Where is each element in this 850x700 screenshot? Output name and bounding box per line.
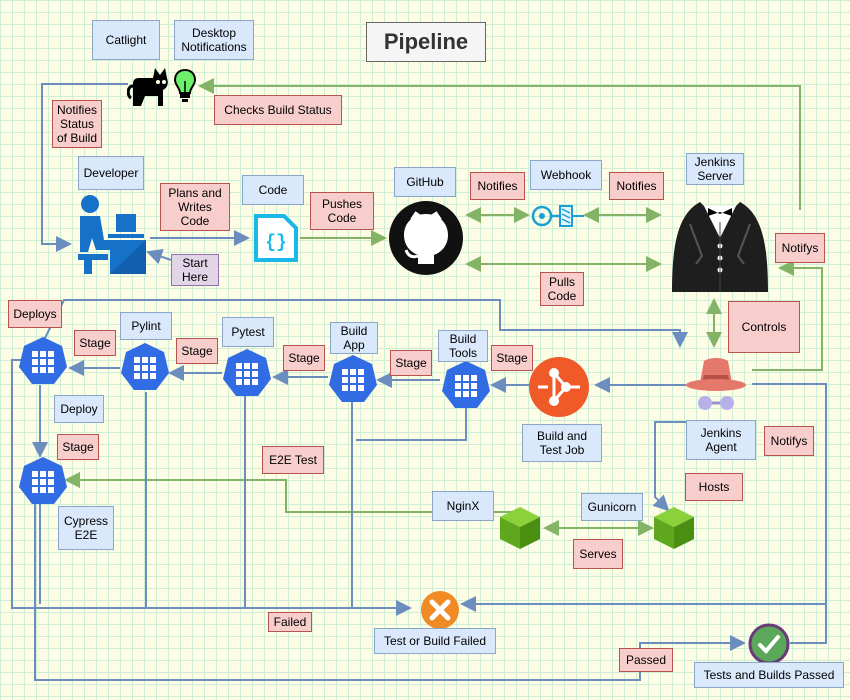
page-title: Pipeline [366, 22, 486, 62]
webhook-label: Webhook [530, 160, 602, 190]
stage-label-5: Stage [491, 345, 533, 371]
test-build-failed-label: Test or Build Failed [374, 628, 496, 654]
webhook-icon [531, 205, 584, 227]
code-file-icon: {} [254, 214, 298, 262]
fail-icon [421, 591, 459, 629]
pytest-label: Pytest [222, 317, 274, 347]
k8s-node-icon-build-app [329, 355, 377, 402]
github-icon [389, 201, 463, 275]
build-test-job-label: Build and Test Job [522, 424, 602, 462]
pylint-label: Pylint [120, 312, 172, 340]
plans-writes-label: Plans and Writes Code [160, 183, 230, 231]
k8s-node-icon-build-tools [442, 361, 490, 408]
notifys-label-2: Notifys [764, 426, 814, 456]
catlight-label: Catlight [92, 20, 160, 60]
k8s-node-icon-cypress [19, 457, 67, 504]
cube-icon-gunicorn [654, 507, 694, 549]
controls-label: Controls [728, 301, 800, 353]
serves-label: Serves [573, 539, 623, 569]
nginx-label: NginX [432, 491, 494, 521]
gunicorn-label: Gunicorn [581, 493, 643, 521]
stage-label-2: Stage [176, 338, 218, 364]
github-label: GitHub [394, 167, 456, 197]
notifies-label-2: Notifies [609, 172, 664, 200]
notifies-status-label: Notifies Status of Build [52, 100, 102, 148]
stage-label-6: Stage [57, 434, 99, 460]
code-label: Code [242, 175, 304, 205]
jenkins-agent-icon [686, 358, 746, 410]
jenkins-agent-label: Jenkins Agent [686, 420, 756, 460]
k8s-node-icon-pylint [121, 343, 169, 390]
hub-icon [529, 357, 589, 417]
jenkins-server-icon [672, 202, 768, 292]
start-here-label[interactable]: Start Here [171, 254, 219, 286]
cypress-e2e-label: Cypress E2E [58, 506, 114, 550]
jenkins-server-label: Jenkins Server [686, 153, 744, 185]
pushes-code-label: Pushes Code [310, 192, 374, 230]
tests-builds-passed-label: Tests and Builds Passed [694, 662, 844, 688]
cat-icon [127, 68, 168, 106]
k8s-node-icon-pytest [223, 349, 271, 396]
k8s-node-icon-deploys [19, 337, 67, 384]
pass-icon [748, 623, 790, 665]
developer-icon [78, 195, 146, 274]
lightbulb-icon [173, 68, 197, 102]
hosts-label: Hosts [685, 473, 743, 501]
stage-label-1: Stage [74, 330, 116, 356]
desktop-notifications-label: Desktop Notifications [174, 20, 254, 60]
stage-label-3: Stage [283, 345, 325, 371]
developer-label: Developer [78, 156, 144, 190]
cube-icon-nginx [500, 507, 540, 549]
notifies-label-1: Notifies [470, 172, 525, 200]
e2e-test-label: E2E Test [262, 446, 324, 474]
build-app-label: Build App [330, 322, 378, 354]
failed-label: Failed [268, 612, 312, 632]
build-tools-label: Build Tools [438, 330, 488, 362]
svg-text:{}: {} [265, 233, 287, 253]
pulls-code-label: Pulls Code [540, 272, 584, 306]
checks-build-status-label: Checks Build Status [214, 95, 342, 125]
deploy-label: Deploy [54, 395, 104, 423]
deploys-label: Deploys [8, 300, 62, 328]
passed-label: Passed [619, 648, 673, 672]
notifys-label-1: Notifys [775, 233, 825, 263]
stage-label-4: Stage [390, 350, 432, 376]
